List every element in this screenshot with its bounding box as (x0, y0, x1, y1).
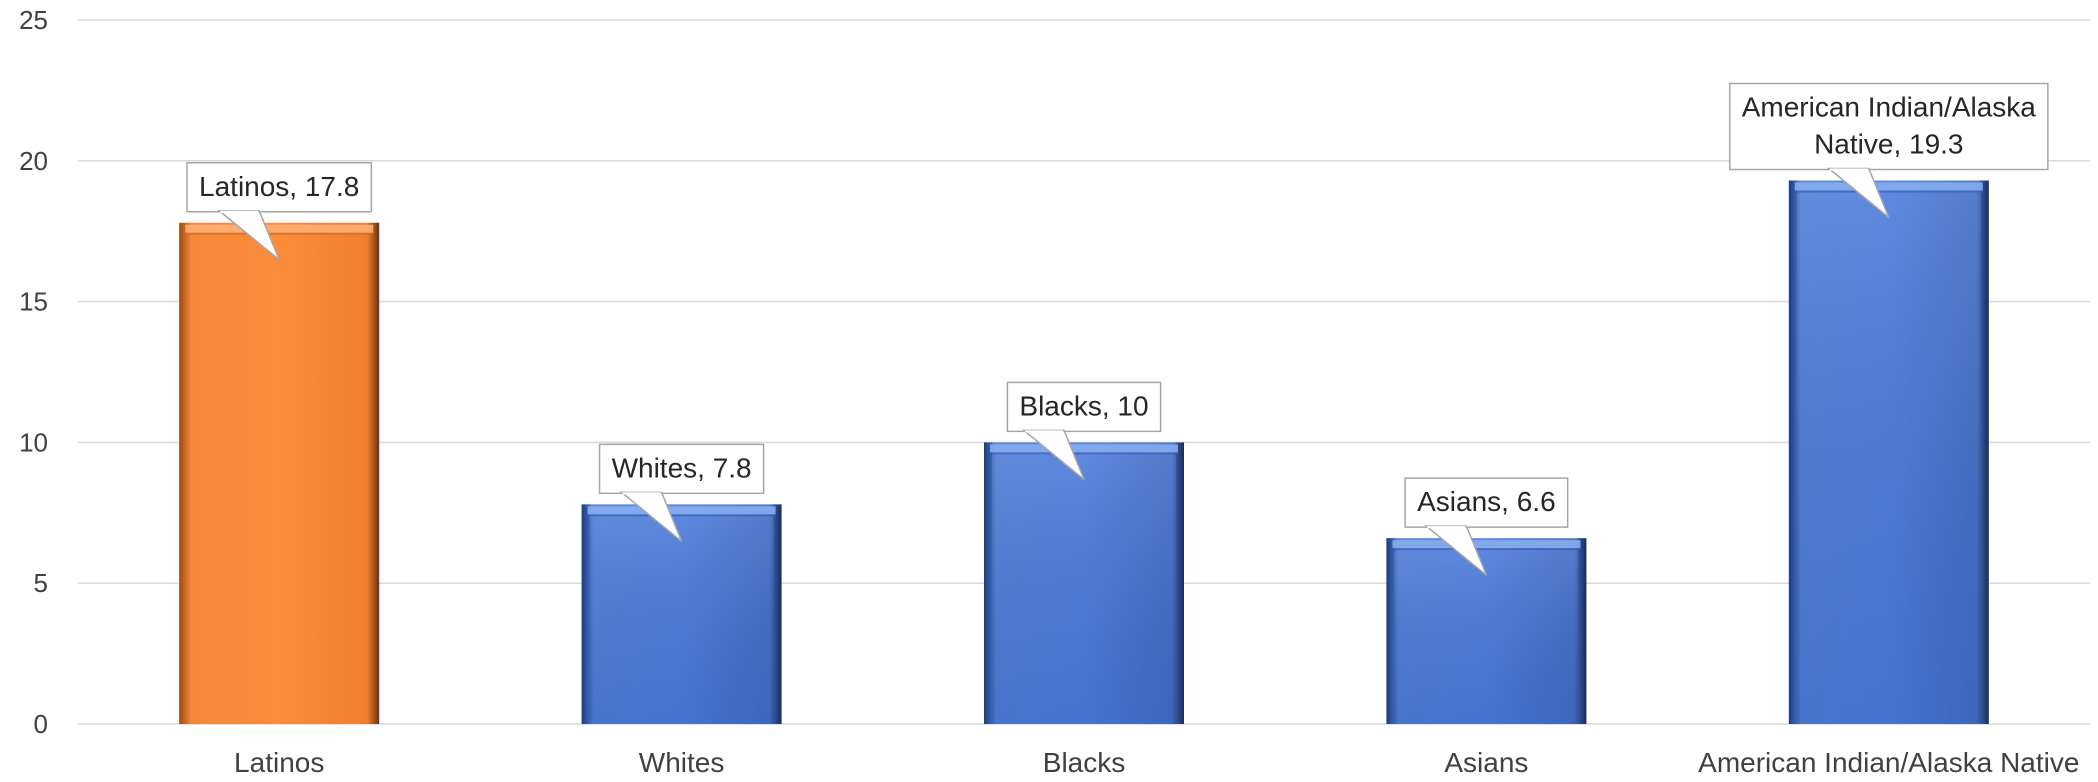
data-label-callout: American Indian/Alaska Native, 19.3 (1728, 82, 2049, 219)
y-tick-label: 25 (19, 5, 48, 35)
callout-box (186, 162, 373, 213)
bar-top-bevel-shadow (990, 452, 1178, 455)
bar-top-bevel (587, 506, 776, 515)
bar-shade (589, 504, 774, 724)
data-label-callout: Latinos, 17.8 (186, 162, 373, 261)
data-label-text: Native, 19.3 (1814, 129, 1963, 160)
data-label-text: Asians, 6.6 (1417, 486, 1556, 517)
bar (1386, 538, 1587, 724)
bar-top-bevel-shadow (587, 514, 776, 517)
callout-joint (1829, 168, 1868, 171)
y-axis-tick-labels: 0 5 10 15 20 25 (19, 5, 48, 739)
x-category-label: American Indian/Alaska Native (1698, 747, 2079, 778)
x-category-label: Latinos (234, 747, 324, 778)
y-tick-label: 0 (34, 709, 48, 739)
y-tick-label: 10 (19, 427, 48, 457)
bar-top-bevel (185, 224, 374, 233)
bar (1788, 180, 1989, 725)
data-label-text: Whites, 7.8 (612, 452, 752, 483)
data-label-callouts: Latinos, 17.8 Whites, 7.8 Blacks, 10 Asians… (186, 82, 2049, 576)
bars (179, 180, 1989, 725)
bar (581, 504, 782, 724)
bar-shade (992, 442, 1176, 724)
bar-top-bevel (1794, 182, 1983, 191)
data-label-text: Latinos, 17.8 (199, 171, 359, 202)
bar-body (179, 222, 380, 724)
x-axis-category-labels: Latinos Whites Blacks Asians American Indian… (234, 747, 2079, 778)
data-label-text: Blacks, 10 (1019, 390, 1148, 421)
x-category-label: Blacks (1043, 747, 1125, 778)
callout-joint (1025, 430, 1063, 433)
data-label-callout: Asians, 6.6 (1404, 477, 1569, 576)
y-tick-label: 5 (34, 568, 48, 598)
bar-top-bevel-shadow (1794, 190, 1983, 193)
callout-joint (1427, 526, 1466, 529)
x-category-label: Whites (639, 747, 725, 778)
callout-box (1404, 477, 1569, 528)
bar-top-bevel (1392, 540, 1581, 549)
bar (179, 222, 380, 724)
bar-shade (1796, 180, 1981, 725)
callout-joint (622, 492, 661, 495)
bar-top-bevel (990, 444, 1178, 453)
bar-top-bevel-shadow (1392, 548, 1581, 551)
callout-box (598, 443, 765, 495)
data-label-callout: Blacks, 10 (1006, 381, 1162, 480)
bar (984, 442, 1184, 724)
bar-shade (1394, 538, 1579, 724)
y-tick-label: 15 (19, 287, 48, 317)
callout-joint (220, 210, 259, 213)
x-category-label: Asians (1444, 747, 1528, 778)
callout-box (1006, 381, 1162, 433)
callout-box (1728, 82, 2049, 171)
y-tick-label: 20 (19, 146, 48, 176)
data-label-text: American Indian/Alaska (1742, 92, 2037, 123)
data-label-callout: Whites, 7.8 (598, 443, 765, 542)
bar-top-bevel-shadow (185, 232, 374, 235)
